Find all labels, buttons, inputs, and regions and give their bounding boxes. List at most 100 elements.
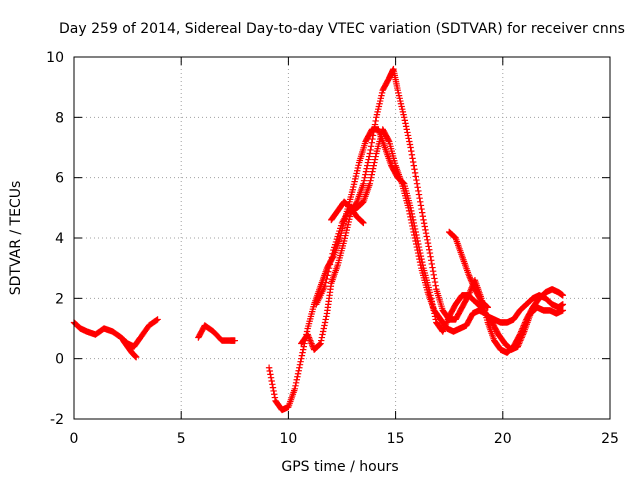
data-point [417,198,424,205]
series-a2 [120,337,140,361]
data-point [419,213,427,220]
y-tick-label: 6 [55,171,64,187]
data-point [427,257,435,264]
data-point [298,355,305,362]
data-point [465,272,473,279]
data-point [424,236,431,244]
data-point [153,316,160,324]
data-point [417,202,425,209]
y-tick-label: 2 [55,291,64,307]
data-point [408,219,415,227]
data-point [367,174,375,181]
data-point [466,289,473,296]
data-point [329,250,336,257]
data-point [415,187,422,195]
data-point [418,205,425,213]
data-point [267,371,274,378]
data-point [318,337,325,344]
data-point [292,379,300,386]
data-point [467,277,475,284]
x-tick-label: 20 [494,431,512,447]
data-point [294,373,301,380]
data-point [413,176,420,184]
data-point [520,329,527,337]
y-tick-label: 4 [55,231,64,247]
data-point [418,209,426,216]
data-point [405,204,412,212]
data-point [407,216,415,224]
data-point [469,281,477,288]
data-point [410,228,417,236]
data-point [423,233,430,240]
data-point [408,147,415,155]
data-point [308,341,316,349]
data-point [405,207,413,215]
data-point [328,254,335,261]
data-point [466,274,473,281]
data-point [416,194,423,202]
data-point [326,261,334,268]
data-point [369,168,376,175]
data-point [411,234,419,242]
series-f [328,198,367,227]
data-point [420,216,427,224]
data-point [402,120,409,127]
data-point [412,173,419,180]
data-point [299,346,307,353]
data-point [417,261,424,269]
data-point [517,335,525,343]
data-point [401,117,409,124]
data-point [439,328,446,335]
data-point [268,377,275,385]
data-point [412,240,420,248]
data-point [369,165,377,172]
data-point [465,290,473,298]
data-point [367,177,374,184]
data-point [317,340,324,347]
data-point [422,229,430,237]
data-point [323,313,330,320]
y-tick-label: 10 [46,50,64,66]
data-point [420,220,428,227]
y-tick-label: -2 [50,412,64,428]
data-point [468,278,475,285]
data-point [404,132,412,139]
data-point [429,264,436,271]
data-point [298,352,306,359]
data-point [319,331,326,338]
data-point [400,114,408,121]
data-point [371,156,379,163]
data-point [269,381,276,388]
data-point [297,358,304,365]
data-point [411,166,418,173]
data-point [428,260,436,268]
data-point [409,225,417,233]
data-point [416,255,423,263]
data-point [465,271,472,278]
data-point [267,374,275,381]
data-point [413,243,421,251]
y-axis-label: SDTVAR / TECUs [8,181,24,296]
data-point [316,340,324,348]
data-point [406,210,413,218]
data-point [409,222,416,230]
data-point [426,246,433,253]
data-layer [70,65,567,414]
data-point [559,301,567,308]
data-point [426,249,434,257]
data-point [516,338,523,346]
data-point [322,316,329,323]
data-point [483,303,491,310]
data-point [372,117,379,125]
data-point [363,165,370,172]
data-point [292,382,299,390]
data-point [367,146,374,154]
data-point [294,370,302,377]
x-tick-label: 10 [279,431,297,447]
data-point [421,223,428,230]
data-point [372,153,379,160]
data-point [406,141,414,148]
data-point [408,151,416,158]
